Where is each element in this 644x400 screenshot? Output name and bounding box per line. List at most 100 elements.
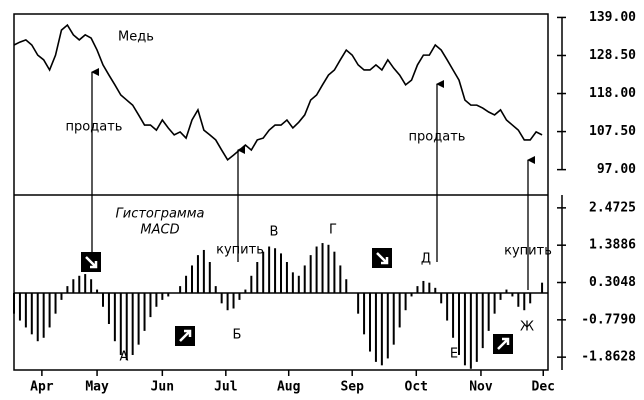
histogram-bar — [481, 293, 484, 349]
up-icon-arrow — [179, 329, 192, 342]
histogram-bar — [256, 262, 259, 294]
x-tick-label: May — [85, 380, 109, 395]
histogram-bar — [363, 293, 366, 335]
annotation: В — [270, 225, 279, 240]
down-icon-arrow — [376, 252, 389, 265]
histogram-bar — [84, 274, 87, 294]
histogram-bar — [60, 293, 63, 300]
histogram-bar — [303, 265, 306, 294]
annotation: Гистограмма — [116, 207, 205, 222]
histogram-bar — [463, 293, 466, 366]
histogram-bar — [309, 255, 312, 294]
histogram-bar — [291, 272, 294, 294]
histogram-bar — [517, 293, 520, 307]
histogram-bar — [333, 251, 336, 294]
histogram-bar — [321, 243, 324, 294]
histogram-bar — [250, 275, 253, 294]
y-tick-label: 2.4725 — [589, 200, 636, 215]
annotation: Г — [329, 223, 337, 238]
histogram-bar — [191, 265, 193, 294]
histogram-bar — [24, 293, 27, 328]
x-tick-label: Sep — [340, 380, 364, 395]
histogram-bar — [226, 293, 229, 311]
y-tick-label: 118.00 — [589, 86, 636, 101]
plot-frame — [13, 13, 549, 371]
histogram-bar — [392, 293, 395, 345]
annotation: Ж — [520, 320, 534, 335]
histogram-bar — [274, 248, 277, 294]
histogram-bar — [208, 262, 211, 294]
histogram-bar — [66, 286, 69, 294]
histogram-bar — [416, 286, 419, 294]
price-line — [13, 23, 543, 162]
histogram-bar — [505, 289, 508, 294]
histogram-bar — [214, 286, 217, 294]
y-tick-label: 128.50 — [589, 48, 636, 63]
histogram-bar — [268, 246, 271, 294]
histogram-bar — [511, 293, 514, 297]
histogram-bar — [48, 293, 51, 328]
histogram-bar — [410, 293, 413, 297]
histogram-bar — [499, 293, 502, 300]
histogram-bar — [125, 293, 128, 361]
histogram-bar — [280, 253, 282, 294]
histogram-bar — [220, 293, 223, 304]
histogram-bar — [434, 287, 437, 294]
histogram-bar — [297, 275, 300, 294]
x-tick-label: Jul — [214, 380, 237, 395]
histogram-bar — [404, 293, 407, 311]
histogram-bar — [327, 244, 330, 294]
x-tick-label: Aug — [277, 380, 300, 395]
histogram-bar — [244, 289, 247, 294]
histogram-bar — [351, 293, 354, 294]
x-tick-label: Oct — [405, 380, 428, 395]
histogram-bar — [232, 293, 235, 309]
histogram-bar — [262, 251, 265, 294]
histogram-bar — [137, 293, 140, 345]
histogram-bar — [422, 280, 425, 294]
histogram-bar — [339, 265, 342, 294]
histogram-bar — [185, 275, 188, 294]
histogram-bar — [440, 293, 443, 304]
y-tick-label: -0.7790 — [581, 312, 636, 327]
x-tick-label: Nov — [469, 380, 493, 395]
x-tick-label: Apr — [30, 380, 54, 395]
x-tick-label: Dec — [532, 380, 555, 395]
annotation: купить — [216, 243, 264, 258]
histogram-bar — [36, 293, 39, 342]
histogram-bar — [78, 275, 81, 294]
y-tick-label: 1.3886 — [589, 238, 636, 253]
histogram-bar — [202, 249, 205, 294]
histogram-bar — [380, 293, 383, 366]
histogram-bar — [446, 293, 449, 321]
histogram-bar — [458, 293, 460, 355]
histogram-bar — [196, 255, 199, 294]
histogram-bar — [345, 279, 348, 294]
histogram-bar — [107, 293, 110, 324]
histogram-bar — [143, 293, 146, 331]
histogram-bar — [173, 293, 176, 294]
histogram-bar — [398, 293, 401, 328]
histogram-bar — [149, 293, 152, 318]
y-tick-label: 139.00 — [589, 10, 636, 25]
histogram-bar — [428, 282, 431, 294]
annotation: А — [120, 350, 129, 365]
annotation: Д — [421, 252, 431, 267]
y-tick-label: -1.8628 — [581, 350, 636, 365]
histogram-bar — [357, 293, 360, 314]
x-tick-label: Jun — [151, 380, 174, 395]
histogram-bar — [42, 293, 45, 338]
annotation: MACD — [140, 223, 179, 238]
histogram-bar — [541, 282, 544, 294]
histogram-bar — [30, 293, 33, 335]
histogram-bar — [469, 293, 472, 369]
direction-icons — [81, 248, 513, 354]
histogram-bar — [72, 279, 75, 294]
histogram-bar — [54, 293, 57, 314]
y-tick-label: 97.00 — [597, 162, 636, 177]
histogram-bar — [529, 293, 532, 304]
histogram-bar — [102, 293, 104, 307]
histogram-bar — [238, 293, 241, 300]
histogram-bar — [96, 289, 99, 294]
histogram-bar — [285, 262, 288, 294]
